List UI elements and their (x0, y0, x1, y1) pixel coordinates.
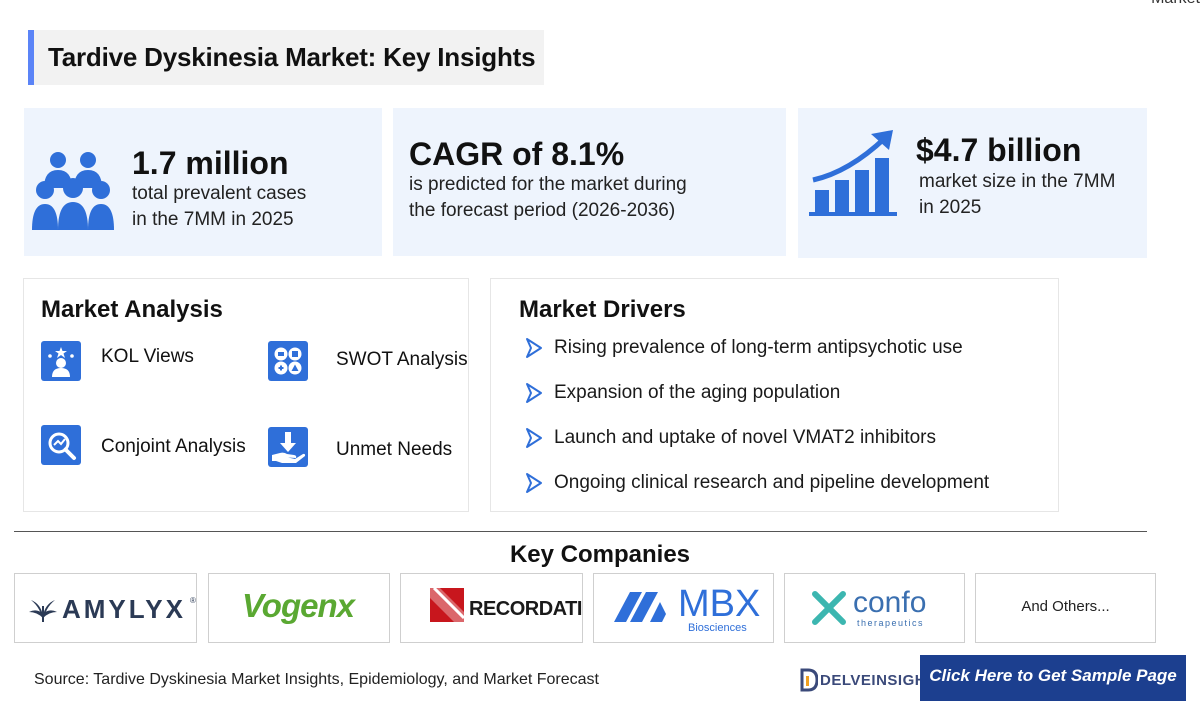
ma-item-unmet-needs: Unmet Needs (336, 439, 453, 460)
driver-item: Ongoing clinical research and pipeline d… (524, 469, 989, 497)
driver-text: Rising prevalence of long-term antipsych… (554, 337, 963, 358)
section-divider (14, 531, 1147, 532)
delveinsight-logo: DELVEINSIGHT (800, 668, 936, 692)
company-logo-mbx: MBX Biosciences (593, 573, 774, 643)
stat-desc-market-size-line1: market size in the 7MM (919, 171, 1116, 192)
market-analysis-panel: Market Analysis KOL Views (23, 278, 469, 512)
recordati-logo-icon (430, 588, 464, 622)
stat-card-market-size: $4.7 billion market size in the 7MM in 2… (798, 108, 1147, 258)
company-logo-recordati: RECORDATI (400, 573, 583, 643)
sample-page-button-label: Click Here to Get Sample Page (929, 666, 1177, 685)
company-logo-confo: confo therapeutics (784, 573, 965, 643)
swot-icon (268, 341, 308, 381)
stat-desc-market-size-line2: in 2025 (919, 197, 982, 218)
delveinsight-mark-icon (800, 668, 818, 692)
mbx-logo-icon (614, 592, 666, 622)
company-name-vogenx: Vogenx (242, 587, 355, 624)
driver-item: Expansion of the aging population (524, 379, 840, 407)
stat-card-cagr: CAGR of 8.1% is predicted for the market… (393, 108, 786, 256)
ma-item-swot-analysis: SWOT Analysis (336, 349, 468, 370)
market-analysis-heading: Market Analysis (41, 296, 223, 323)
driver-item: Launch and uptake of novel VMAT2 inhibit… (524, 424, 936, 452)
stat-card-prevalence: 1.7 million total prevalent cases in the… (24, 108, 382, 256)
key-companies-heading: Key Companies (509, 541, 691, 568)
company-name-confo: confo (853, 586, 927, 619)
ma-item-kol-views: KOL Views (101, 346, 194, 367)
company-name-recordati: RECORDATI (469, 598, 582, 620)
stat-desc-prevalence-line2: in the 7MM in 2025 (132, 209, 294, 230)
driver-text: Ongoing clinical research and pipeline d… (554, 472, 990, 493)
company-name-amylyx: AMYLYX (62, 594, 186, 624)
stat-desc-prevalence-line1: total prevalent cases (132, 183, 307, 204)
registered-mark: ® (190, 596, 196, 605)
arrow-right-icon (526, 473, 542, 493)
company-logo-vogenx: Vogenx (208, 573, 390, 643)
driver-item: Rising prevalence of long-term antipsych… (524, 334, 963, 362)
stat-desc-cagr-line2: the forecast period (2026-2036) (409, 200, 676, 221)
arrow-right-icon (526, 383, 542, 403)
brand-name: DELVEINSIGHT (820, 671, 936, 689)
ma-item-conjoint-analysis: Conjoint Analysis (101, 436, 246, 457)
company-sub-confo: therapeutics (857, 618, 925, 628)
confo-logo-icon (812, 591, 846, 625)
company-others: And Others... (975, 573, 1156, 643)
hand-download-icon (268, 427, 308, 467)
sample-page-button[interactable]: Click Here to Get Sample Page (920, 655, 1186, 701)
corner-text: Market (1151, 0, 1200, 8)
arrow-right-icon (526, 428, 542, 448)
stat-value-cagr: CAGR of 8.1% (409, 136, 625, 172)
driver-text: Launch and uptake of novel VMAT2 inhibit… (554, 427, 936, 448)
company-logo-amylyx: AMYLYX ® (14, 573, 197, 643)
title-banner: Tardive Dyskinesia Market: Key Insights (28, 30, 544, 85)
market-drivers-heading: Market Drivers (519, 296, 686, 323)
expert-icon (41, 341, 81, 381)
amylyx-leaf-icon (29, 600, 57, 622)
stat-value-market-size: $4.7 billion (916, 132, 1082, 168)
analysis-icon (41, 425, 81, 465)
company-sub-mbx: Biosciences (688, 622, 747, 634)
growth-chart-icon (809, 130, 897, 216)
company-name-mbx: MBX (678, 583, 761, 625)
company-name-others: And Others... (1021, 598, 1110, 615)
stat-value-prevalence: 1.7 million (132, 145, 289, 181)
market-drivers-panel: Market Drivers Rising prevalence of long… (490, 278, 1059, 512)
page-title: Tardive Dyskinesia Market: Key Insights (48, 42, 536, 72)
source-text: Source: Tardive Dyskinesia Market Insigh… (34, 671, 599, 688)
stat-desc-cagr-line1: is predicted for the market during (409, 174, 687, 195)
driver-text: Expansion of the aging population (554, 382, 841, 403)
arrow-right-icon (526, 338, 542, 358)
people-group-icon (32, 152, 114, 230)
